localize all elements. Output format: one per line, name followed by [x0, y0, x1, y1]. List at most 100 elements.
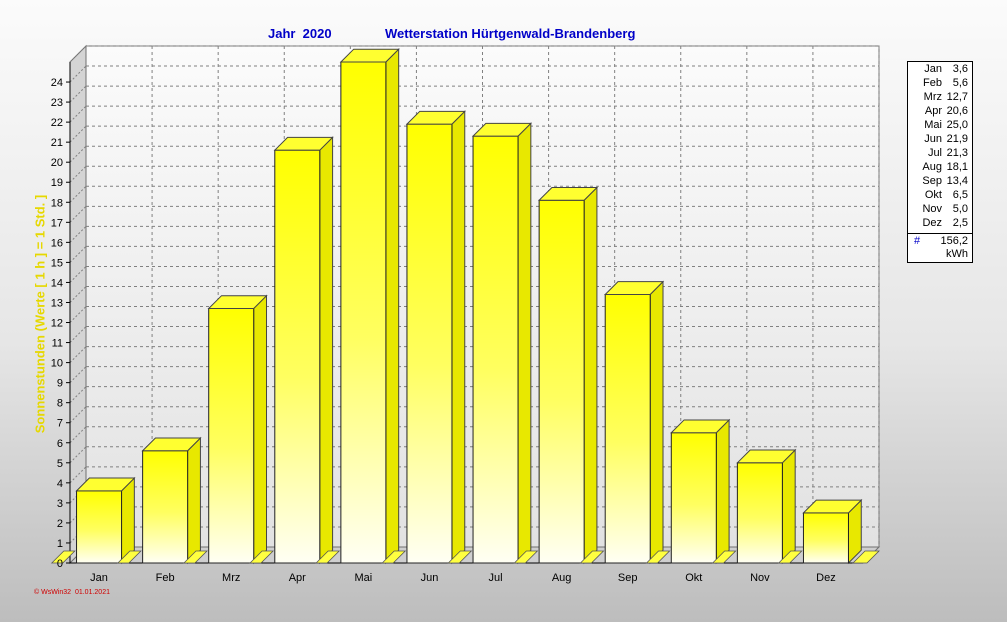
legend-row-apr: Apr 20,6: [908, 104, 972, 118]
x-tick-label: Jun: [421, 572, 439, 584]
legend-month: Mrz: [923, 91, 942, 103]
bar-mai: [315, 47, 400, 565]
bar-front: [340, 61, 387, 564]
bar-top: [141, 437, 202, 452]
bar-side: [583, 186, 598, 565]
bar-side: [319, 136, 334, 565]
bar-front: [538, 199, 585, 564]
y-tick-label: 1: [57, 538, 63, 550]
floor-end-marker: [852, 550, 880, 564]
legend-row-okt: Okt 6,5: [908, 188, 972, 202]
legend-value: 5,6: [952, 77, 968, 89]
legend-value: 13,4: [946, 175, 968, 187]
bar-top: [670, 419, 731, 434]
legend-total-symbol: #: [914, 235, 921, 247]
y-tick-label: 24: [51, 77, 63, 89]
bar-top: [604, 281, 665, 295]
legend-value: 6,5: [952, 189, 968, 201]
legend-row-dez: Dez 2,5: [908, 216, 972, 230]
legend-unit: kWh: [946, 248, 968, 260]
x-tick-label: Dez: [816, 572, 836, 584]
bar-front: [802, 512, 849, 564]
y-tick-label: 6: [57, 438, 63, 450]
legend-total-value: 156,2: [940, 235, 968, 247]
bar-top: [273, 136, 334, 151]
x-tick-label: Apr: [289, 572, 306, 584]
legend-row-jan: Jan 3,6: [908, 62, 972, 76]
legend-row-mai: Mai 25,0: [908, 118, 972, 132]
y-tick-label: 8: [57, 398, 63, 410]
bar-front: [76, 490, 123, 564]
legend-value: 12,7: [946, 91, 968, 103]
legend-value: 21,3: [946, 147, 968, 159]
bar-aug: [513, 186, 599, 565]
bar-side: [253, 294, 268, 565]
bar-base-marker: [182, 550, 208, 564]
x-tick-label: Feb: [156, 572, 175, 584]
legend-divider: [908, 233, 972, 234]
bar-base-marker: [381, 550, 407, 564]
x-tick-label: Okt: [685, 572, 702, 584]
footer-copyright: © WsWin32 01.01.2021: [34, 589, 110, 596]
bar-base-marker: [579, 550, 605, 564]
bar-side: [781, 448, 796, 565]
x-tick-labels: Jan Feb Mrz Apr Mai Jun Jul Aug Sep Okt Nov Dez: [90, 572, 836, 584]
x-tick-label: Mrz: [222, 572, 240, 584]
legend-month: Dez: [922, 217, 942, 229]
legend-month: Jul: [927, 147, 942, 159]
bar-base-marker: [645, 550, 671, 564]
bar-front: [604, 293, 651, 564]
y-tick-label: 20: [51, 157, 63, 169]
y-tick-label: 12: [51, 318, 63, 330]
bar-front: [274, 149, 321, 564]
x-tick-label: Sep: [618, 572, 638, 584]
bar-jul: [447, 122, 533, 565]
bar-top: [75, 477, 136, 492]
bar-base-marker: [315, 550, 341, 564]
bar-top: [471, 122, 533, 137]
y-tick-label: 4: [57, 478, 63, 490]
y-tick-label: 21: [51, 137, 63, 149]
bar-side: [187, 436, 201, 565]
bar-front: [406, 123, 453, 564]
y-tick-label: 13: [51, 297, 63, 309]
y-tick-label: 15: [51, 257, 63, 269]
legend-value: 25,0: [946, 119, 968, 131]
y-tick-label: 5: [57, 458, 63, 470]
y-tick-label: 17: [51, 217, 63, 229]
legend-month: Okt: [924, 189, 942, 201]
legend-row-mrz: Mrz 12,7: [908, 90, 972, 104]
bars: [50, 47, 880, 565]
y-tick-label: 23: [51, 97, 63, 109]
y-tick-label: 9: [57, 378, 63, 390]
bar-okt: [645, 418, 731, 565]
bar-base-marker: [116, 550, 142, 564]
x-tick-label: Jan: [90, 572, 108, 584]
legend-value: 5,0: [952, 203, 968, 215]
bar-base-marker: [711, 550, 737, 564]
legend-month: Feb: [923, 77, 942, 89]
bar-sep: [579, 280, 665, 565]
bar-front: [472, 135, 519, 564]
x-tick-label: Aug: [552, 572, 572, 584]
bar-jan: [50, 476, 136, 565]
bar-front: [142, 450, 189, 564]
bar-side: [385, 47, 400, 565]
legend-row-feb: Feb 5,6: [908, 76, 972, 90]
chart-title-station: Wetterstation Hürtgenwald-Brandenberg: [385, 26, 636, 41]
bar-base-marker: [249, 550, 275, 564]
legend-value: 2,5: [952, 217, 968, 229]
bar-side: [517, 122, 532, 565]
legend-month: Apr: [924, 105, 942, 117]
y-tick-label: 7: [57, 418, 63, 430]
bar-jun: [381, 110, 466, 565]
legend-month: Nov: [922, 203, 942, 215]
y-tick-label: 2: [57, 518, 63, 530]
y-tick-label: 11: [52, 338, 63, 350]
legend-month: Jun: [924, 133, 942, 145]
legend-month: Mai: [924, 119, 942, 131]
legend-month: Jan: [924, 63, 942, 75]
bar-top: [736, 449, 797, 464]
